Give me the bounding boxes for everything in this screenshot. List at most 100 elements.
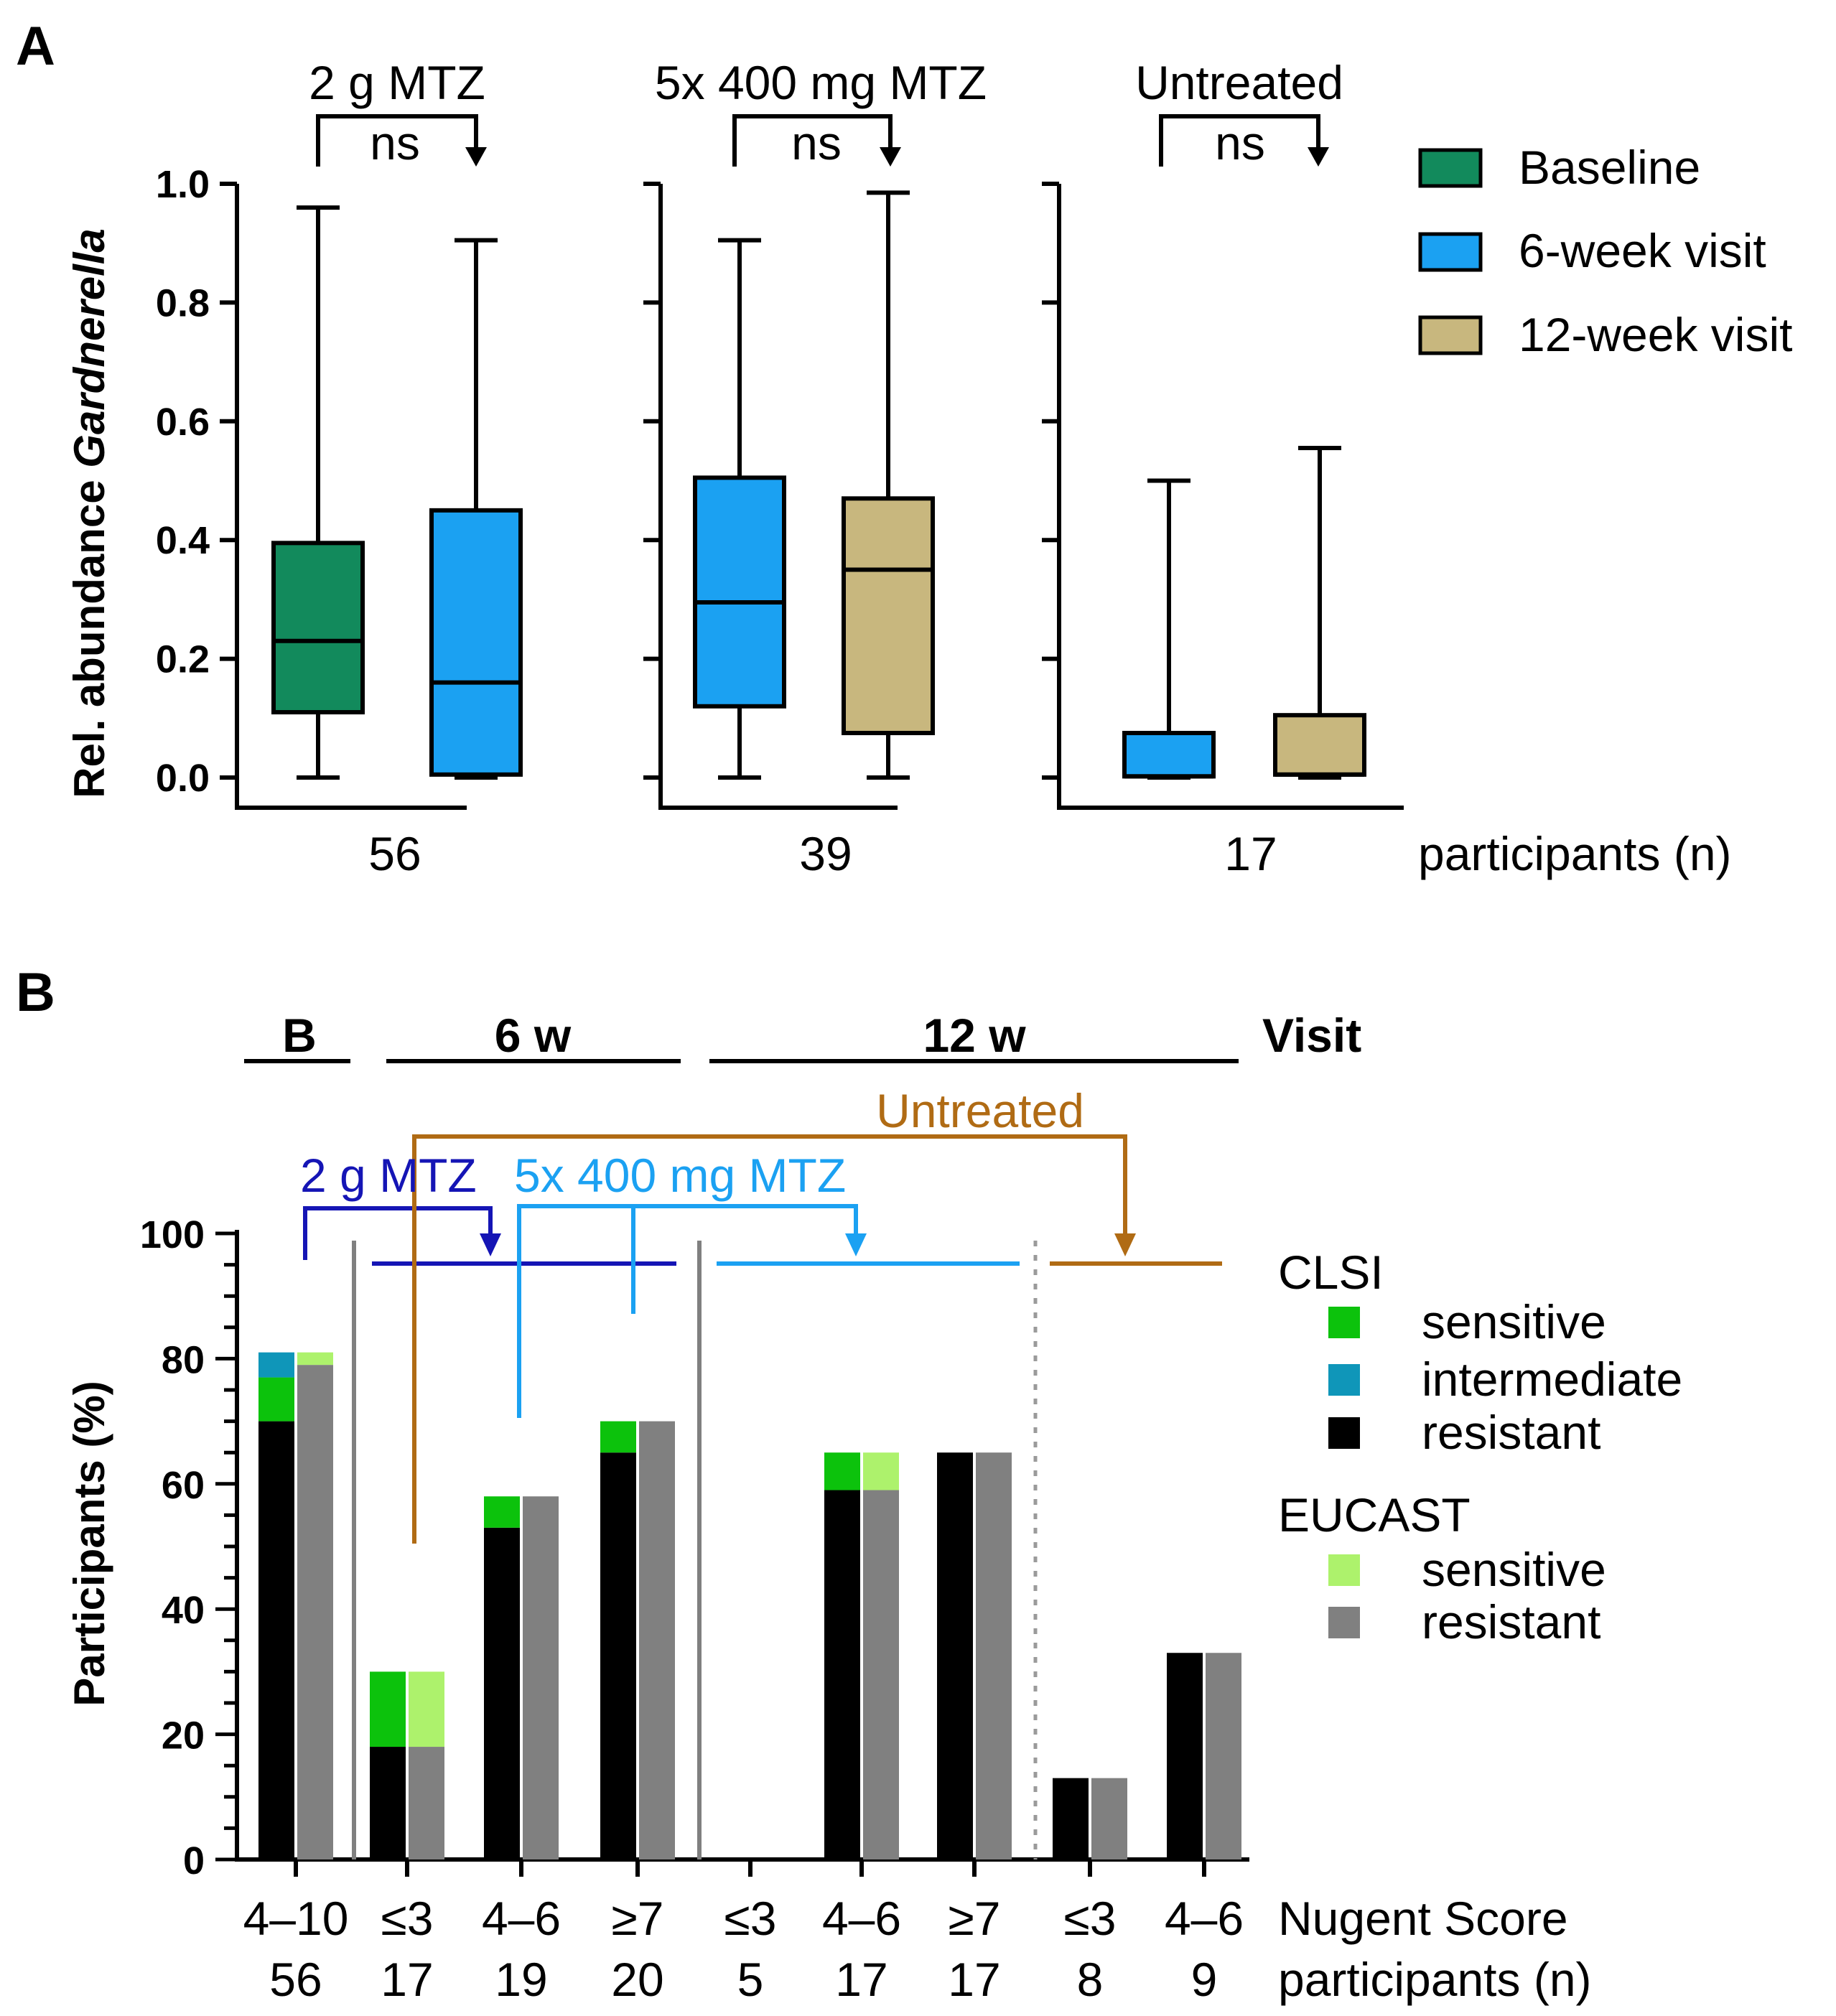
arrow-untreated-path bbox=[412, 1134, 1127, 1544]
treatment-arrow-5x400mg bbox=[517, 1204, 1020, 1418]
box-plot bbox=[1273, 446, 1366, 780]
bar-clsi-sensitive bbox=[484, 1496, 520, 1528]
panel-b-y-axis-label: Participants (%) bbox=[65, 1381, 113, 1706]
y-tick-label: 0.2 bbox=[156, 638, 210, 681]
box-plot bbox=[429, 238, 523, 780]
x-label-n: 8 bbox=[1077, 1953, 1104, 2006]
treatment-arrow-2g-mtz bbox=[303, 1206, 676, 1266]
arrowhead-icon bbox=[880, 147, 901, 167]
bar-clsi-resistant bbox=[1053, 1778, 1089, 1859]
x-label-nugent: ≤3 bbox=[724, 1892, 777, 1945]
bar-pair bbox=[484, 1496, 559, 1859]
bar-pair bbox=[1053, 1778, 1127, 1859]
y-tick-label: 0.0 bbox=[156, 757, 210, 800]
bar-clsi-resistant bbox=[600, 1452, 636, 1859]
axis-group-2 bbox=[658, 184, 898, 810]
box bbox=[693, 475, 786, 709]
legend-label-clsi-sensitive: sensitive bbox=[1422, 1295, 1606, 1348]
x-row2-label: participants (n) bbox=[1278, 1953, 1592, 2006]
visit-title: Visit bbox=[1262, 1009, 1361, 1062]
bar-eucast-resistant bbox=[523, 1496, 559, 1859]
panel-b-label: B bbox=[16, 962, 55, 1023]
arrowhead-icon bbox=[1308, 147, 1329, 167]
bar-eucast-resistant bbox=[1091, 1778, 1127, 1859]
arrowhead-icon bbox=[1114, 1233, 1136, 1256]
axis-group-1 bbox=[235, 184, 467, 810]
x-label-nugent: 4–6 bbox=[482, 1892, 561, 1945]
legend-eucast-title: EUCAST bbox=[1278, 1488, 1471, 1541]
arrow-2g-path bbox=[303, 1206, 493, 1260]
bar-eucast-resistant bbox=[639, 1421, 675, 1859]
x-label-n: 9 bbox=[1191, 1953, 1218, 2006]
bar-pair bbox=[937, 1452, 1012, 1859]
box bbox=[842, 496, 935, 735]
bar-pair bbox=[824, 1452, 899, 1859]
bar-clsi-resistant bbox=[937, 1452, 973, 1859]
bracket-group-1 bbox=[316, 114, 478, 167]
x-label-nugent: 4–6 bbox=[1165, 1892, 1244, 1945]
x-label-n: 20 bbox=[611, 1953, 663, 2006]
bar-eucast-resistant bbox=[1206, 1653, 1241, 1859]
legend-label-6-week: 6-week visit bbox=[1519, 224, 1766, 277]
arrow-5x-path bbox=[517, 1204, 858, 1418]
group-title-untreated: Untreated bbox=[1135, 56, 1343, 109]
bar-pair bbox=[600, 1421, 675, 1859]
y-tick-label: 100 bbox=[140, 1213, 205, 1256]
legend-swatch-eucast-sensitive bbox=[1328, 1554, 1360, 1586]
arrowhead-icon bbox=[845, 1233, 867, 1256]
y-tick-label: 1.0 bbox=[156, 163, 210, 206]
legend-label-baseline: Baseline bbox=[1519, 141, 1700, 194]
bar-eucast-resistant bbox=[297, 1365, 333, 1859]
bar-clsi-resistant bbox=[258, 1421, 294, 1859]
box bbox=[1273, 713, 1366, 777]
box-plot bbox=[271, 205, 365, 780]
legend-swatch-12-week bbox=[1418, 315, 1483, 355]
box bbox=[429, 508, 523, 777]
box-plot bbox=[842, 190, 935, 780]
box bbox=[1122, 730, 1216, 779]
axis-group-3 bbox=[1057, 184, 1404, 810]
bar-eucast-sensitive bbox=[409, 1671, 444, 1747]
x-label-nugent: ≤3 bbox=[381, 1892, 434, 1945]
bar-pair bbox=[370, 1671, 444, 1859]
y-tick-label: 20 bbox=[162, 1714, 205, 1758]
visit-label-6w: 6 w bbox=[495, 1009, 572, 1062]
panel-a-n-label: participants (n) bbox=[1418, 827, 1732, 880]
y-tick-label: 0.6 bbox=[156, 401, 210, 444]
x-label-n: 5 bbox=[737, 1953, 764, 2006]
arrowhead-icon bbox=[465, 147, 487, 167]
x-label-n: 17 bbox=[381, 1953, 433, 2006]
legend-label-eucast-sensitive: sensitive bbox=[1422, 1543, 1606, 1596]
group-title-2g-mtz: 2 g MTZ bbox=[309, 56, 485, 109]
bar-pair bbox=[258, 1352, 333, 1859]
bar-clsi-sensitive bbox=[370, 1671, 406, 1747]
legend-swatch-baseline bbox=[1418, 148, 1483, 188]
y-tick-label: 80 bbox=[162, 1338, 205, 1381]
treatment-label-2g-mtz: 2 g MTZ bbox=[300, 1149, 477, 1202]
x-label-nugent: 4–6 bbox=[822, 1892, 901, 1945]
x-label-n: 19 bbox=[495, 1953, 547, 2006]
box bbox=[271, 541, 365, 715]
panel-b-separators bbox=[352, 1241, 1038, 1859]
x-row1-label: Nugent Score bbox=[1278, 1892, 1568, 1945]
panel-a-y-axis-label: Rel. abundance Gardnerella bbox=[65, 228, 113, 798]
legend-label-clsi-resistant: resistant bbox=[1422, 1406, 1600, 1459]
panel-b: B B 6 w 12 w Visit 0 20 40 60 80 100 Particip… bbox=[16, 962, 1682, 2006]
legend-swatch-eucast-resistant bbox=[1328, 1607, 1360, 1638]
n-group-3: 17 bbox=[1224, 827, 1277, 880]
treatment-arrow-untreated bbox=[412, 1134, 1222, 1544]
treatment-label-untreated: Untreated bbox=[876, 1084, 1084, 1137]
panel-b-y-ticks: 0 20 40 60 80 100 bbox=[140, 1213, 237, 1882]
legend-label-eucast-resistant: resistant bbox=[1422, 1595, 1600, 1648]
treatment-label-5x400mg: 5x 400 mg MTZ bbox=[514, 1149, 846, 1202]
bar-clsi-sensitive bbox=[824, 1452, 860, 1490]
panel-a-y-ticks: 0.0 0.2 0.4 0.6 0.8 1.0 bbox=[156, 163, 1059, 800]
x-label-nugent: ≥7 bbox=[612, 1892, 664, 1945]
x-label-n: 17 bbox=[835, 1953, 887, 2006]
bar-clsi-sensitive bbox=[258, 1377, 294, 1422]
box-plot bbox=[693, 238, 786, 780]
bracket-group-2 bbox=[732, 114, 893, 167]
panel-b-legend: CLSI sensitive intermediate resistant EU… bbox=[1278, 1246, 1682, 1648]
y-tick-label: 0 bbox=[183, 1839, 205, 1882]
